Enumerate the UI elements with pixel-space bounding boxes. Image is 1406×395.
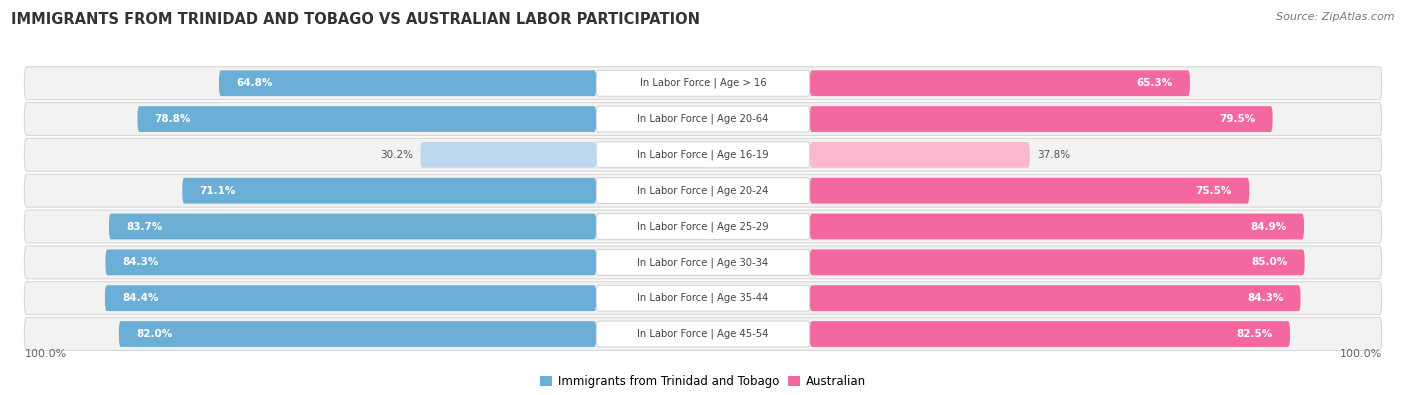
Text: 84.4%: 84.4% [122,293,159,303]
Text: 83.7%: 83.7% [127,222,163,231]
Text: In Labor Force | Age 25-29: In Labor Force | Age 25-29 [637,221,769,232]
FancyBboxPatch shape [810,178,1250,203]
FancyBboxPatch shape [24,210,1382,243]
FancyBboxPatch shape [810,70,1189,96]
FancyBboxPatch shape [810,321,1291,347]
FancyBboxPatch shape [596,285,810,311]
Text: 37.8%: 37.8% [1036,150,1070,160]
Text: In Labor Force | Age 20-24: In Labor Force | Age 20-24 [637,185,769,196]
FancyBboxPatch shape [24,246,1382,279]
Text: 30.2%: 30.2% [381,150,413,160]
FancyBboxPatch shape [810,250,1305,275]
FancyBboxPatch shape [105,285,596,311]
FancyBboxPatch shape [219,70,596,96]
FancyBboxPatch shape [24,282,1382,315]
FancyBboxPatch shape [596,106,810,132]
Text: 100.0%: 100.0% [1340,349,1382,359]
Text: 75.5%: 75.5% [1195,186,1232,196]
Text: 84.9%: 84.9% [1250,222,1286,231]
FancyBboxPatch shape [810,214,1303,239]
FancyBboxPatch shape [596,70,810,96]
FancyBboxPatch shape [810,142,1029,168]
FancyBboxPatch shape [596,250,810,275]
Text: In Labor Force | Age 20-64: In Labor Force | Age 20-64 [637,114,769,124]
Text: Source: ZipAtlas.com: Source: ZipAtlas.com [1277,12,1395,22]
Text: 82.5%: 82.5% [1237,329,1272,339]
FancyBboxPatch shape [120,321,596,347]
FancyBboxPatch shape [596,214,810,239]
FancyBboxPatch shape [810,285,1301,311]
Text: In Labor Force | Age 45-54: In Labor Force | Age 45-54 [637,329,769,339]
FancyBboxPatch shape [24,138,1382,171]
FancyBboxPatch shape [24,174,1382,207]
Text: 82.0%: 82.0% [136,329,173,339]
FancyBboxPatch shape [108,214,596,239]
Legend: Immigrants from Trinidad and Tobago, Australian: Immigrants from Trinidad and Tobago, Aus… [536,370,870,393]
FancyBboxPatch shape [138,106,596,132]
Text: 71.1%: 71.1% [200,186,236,196]
FancyBboxPatch shape [810,106,1272,132]
FancyBboxPatch shape [596,321,810,347]
Text: In Labor Force | Age > 16: In Labor Force | Age > 16 [640,78,766,88]
Text: 100.0%: 100.0% [24,349,66,359]
Text: 79.5%: 79.5% [1219,114,1256,124]
FancyBboxPatch shape [596,178,810,203]
Text: 85.0%: 85.0% [1251,258,1288,267]
Text: 84.3%: 84.3% [122,258,159,267]
FancyBboxPatch shape [105,250,596,275]
FancyBboxPatch shape [596,142,810,168]
Text: 64.8%: 64.8% [236,78,273,88]
Text: IMMIGRANTS FROM TRINIDAD AND TOBAGO VS AUSTRALIAN LABOR PARTICIPATION: IMMIGRANTS FROM TRINIDAD AND TOBAGO VS A… [11,12,700,27]
FancyBboxPatch shape [420,142,596,168]
FancyBboxPatch shape [24,67,1382,100]
Text: 78.8%: 78.8% [155,114,191,124]
Text: In Labor Force | Age 16-19: In Labor Force | Age 16-19 [637,150,769,160]
Text: In Labor Force | Age 35-44: In Labor Force | Age 35-44 [637,293,769,303]
FancyBboxPatch shape [24,318,1382,350]
Text: 65.3%: 65.3% [1136,78,1173,88]
Text: In Labor Force | Age 30-34: In Labor Force | Age 30-34 [637,257,769,267]
Text: 84.3%: 84.3% [1247,293,1284,303]
FancyBboxPatch shape [24,103,1382,135]
FancyBboxPatch shape [183,178,596,203]
